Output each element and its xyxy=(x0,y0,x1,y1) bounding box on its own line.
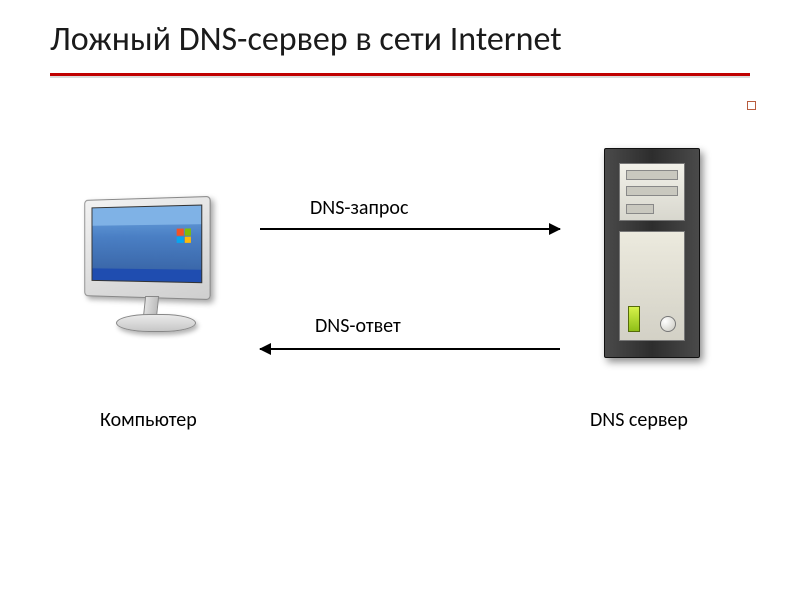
response-arrow xyxy=(260,348,560,349)
computer-caption: Компьютер xyxy=(100,408,197,432)
request-label: DNS-запрос xyxy=(310,196,408,220)
server-power-icon xyxy=(660,316,676,332)
server-led-icon xyxy=(628,306,640,332)
windows-logo-icon xyxy=(177,229,191,243)
diagram-stage: Компьютер DNS сервер DNS-запрос DNS-отве… xyxy=(0,78,800,538)
computer-icon xyxy=(80,198,210,298)
slide-title: Ложный DNS-сервер в сети Internet xyxy=(0,0,800,67)
server-caption: DNS сервер xyxy=(590,408,688,432)
response-label: DNS-ответ xyxy=(315,314,401,338)
server-icon xyxy=(604,148,700,358)
request-arrow xyxy=(260,228,560,229)
